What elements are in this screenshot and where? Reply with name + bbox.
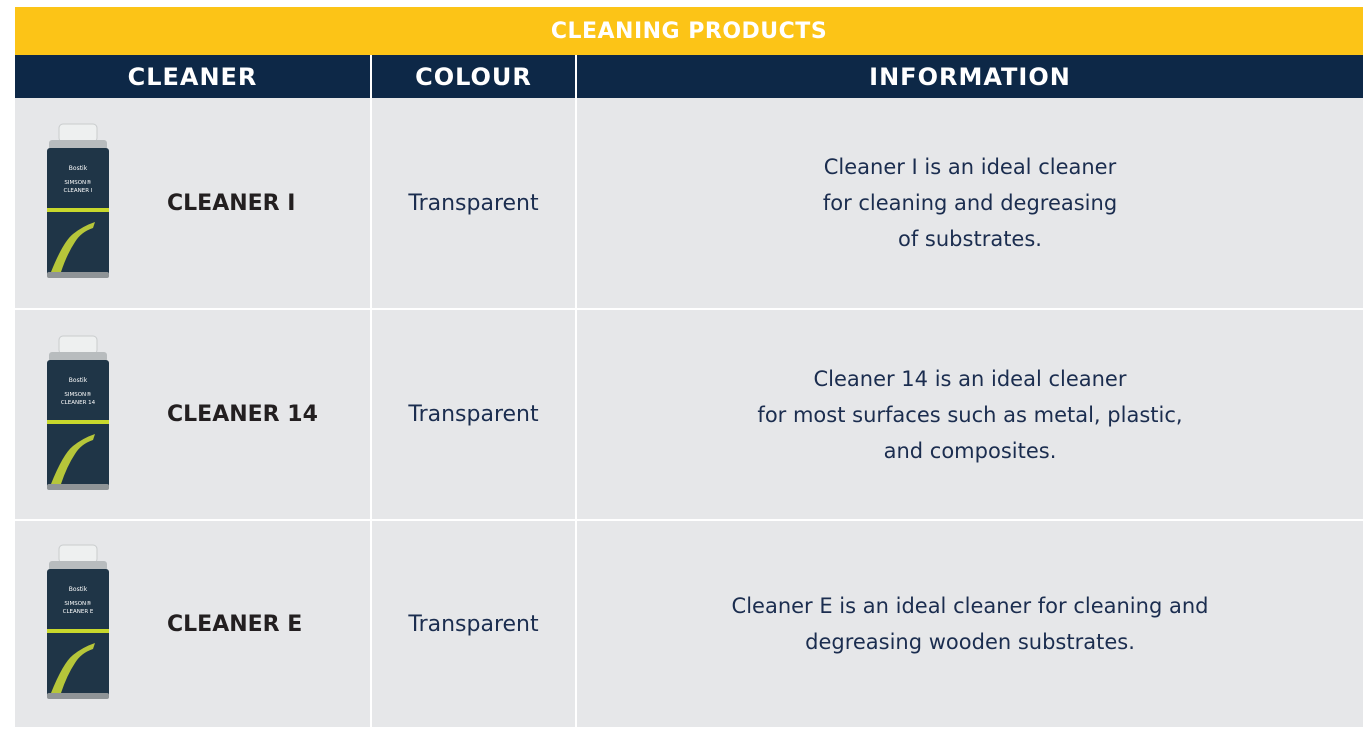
can-bottom (47, 693, 109, 699)
information-line: Cleaner E is an ideal cleaner for cleani… (732, 588, 1209, 624)
can-stripe (47, 629, 109, 633)
can-stripe (47, 420, 109, 424)
can-label: SIMSON® (64, 600, 91, 607)
can-label: SIMSON® (64, 179, 91, 186)
information-line: for cleaning and degreasing (823, 185, 1117, 221)
product-image: Bostik SIMSON® CLEANER I (43, 122, 113, 282)
colour-cell: Transparent (372, 98, 577, 310)
product-image: Bostik SIMSON® CLEANER E (43, 543, 113, 703)
colour-cell: Transparent (372, 521, 577, 729)
cleaner-cell: Bostik SIMSON® CLEANER 14 CLEANER 14 (15, 310, 372, 521)
information-line: Cleaner 14 is an ideal cleaner (757, 361, 1182, 397)
can-bottom (47, 272, 109, 278)
page: CLEANING PRODUCTS CLEANER COLOUR INFORMA… (0, 0, 1363, 729)
information-line: of substrates. (823, 221, 1117, 257)
column-header: COLOUR (372, 55, 577, 98)
colour: Transparent (408, 191, 538, 216)
colour: Transparent (408, 612, 538, 637)
information-line: and composites. (757, 433, 1182, 469)
can-brand: Bostik (69, 586, 88, 593)
column-header: CLEANER (15, 55, 372, 98)
can-label: SIMSON® (64, 391, 91, 398)
can-label: CLEANER E (63, 609, 94, 615)
can-brand: Bostik (69, 377, 88, 384)
information-line: degreasing wooden substrates. (732, 624, 1209, 660)
can-cap (59, 545, 97, 563)
cleaner-cell: Bostik SIMSON® CLEANER E CLEANER E (15, 521, 372, 729)
cleaner-cell: Bostik SIMSON® CLEANER I CLEANER I (15, 98, 372, 310)
information-line: Cleaner I is an ideal cleaner (823, 149, 1117, 185)
information: Cleaner E is an ideal cleaner for cleani… (732, 588, 1209, 660)
cleaner-name: CLEANER 14 (167, 402, 318, 427)
information-line: for most surfaces such as metal, plastic… (757, 397, 1182, 433)
colour-cell: Transparent (372, 310, 577, 521)
can-brand: Bostik (69, 165, 88, 172)
information-cell: Cleaner E is an ideal cleaner for cleani… (577, 521, 1363, 729)
table-title: CLEANING PRODUCTS (15, 7, 1363, 55)
cleaner-name: CLEANER I (167, 191, 295, 216)
product-image: Bostik SIMSON® CLEANER 14 (43, 334, 113, 494)
cleaner-name: CLEANER E (167, 612, 302, 637)
can-bottom (47, 484, 109, 490)
colour: Transparent (408, 402, 538, 427)
column-header: INFORMATION (577, 55, 1363, 98)
can-stripe (47, 208, 109, 212)
can-label: CLEANER 14 (61, 400, 96, 406)
can-label: CLEANER I (64, 188, 93, 194)
can-cap (59, 124, 97, 142)
can-cap (59, 336, 97, 354)
